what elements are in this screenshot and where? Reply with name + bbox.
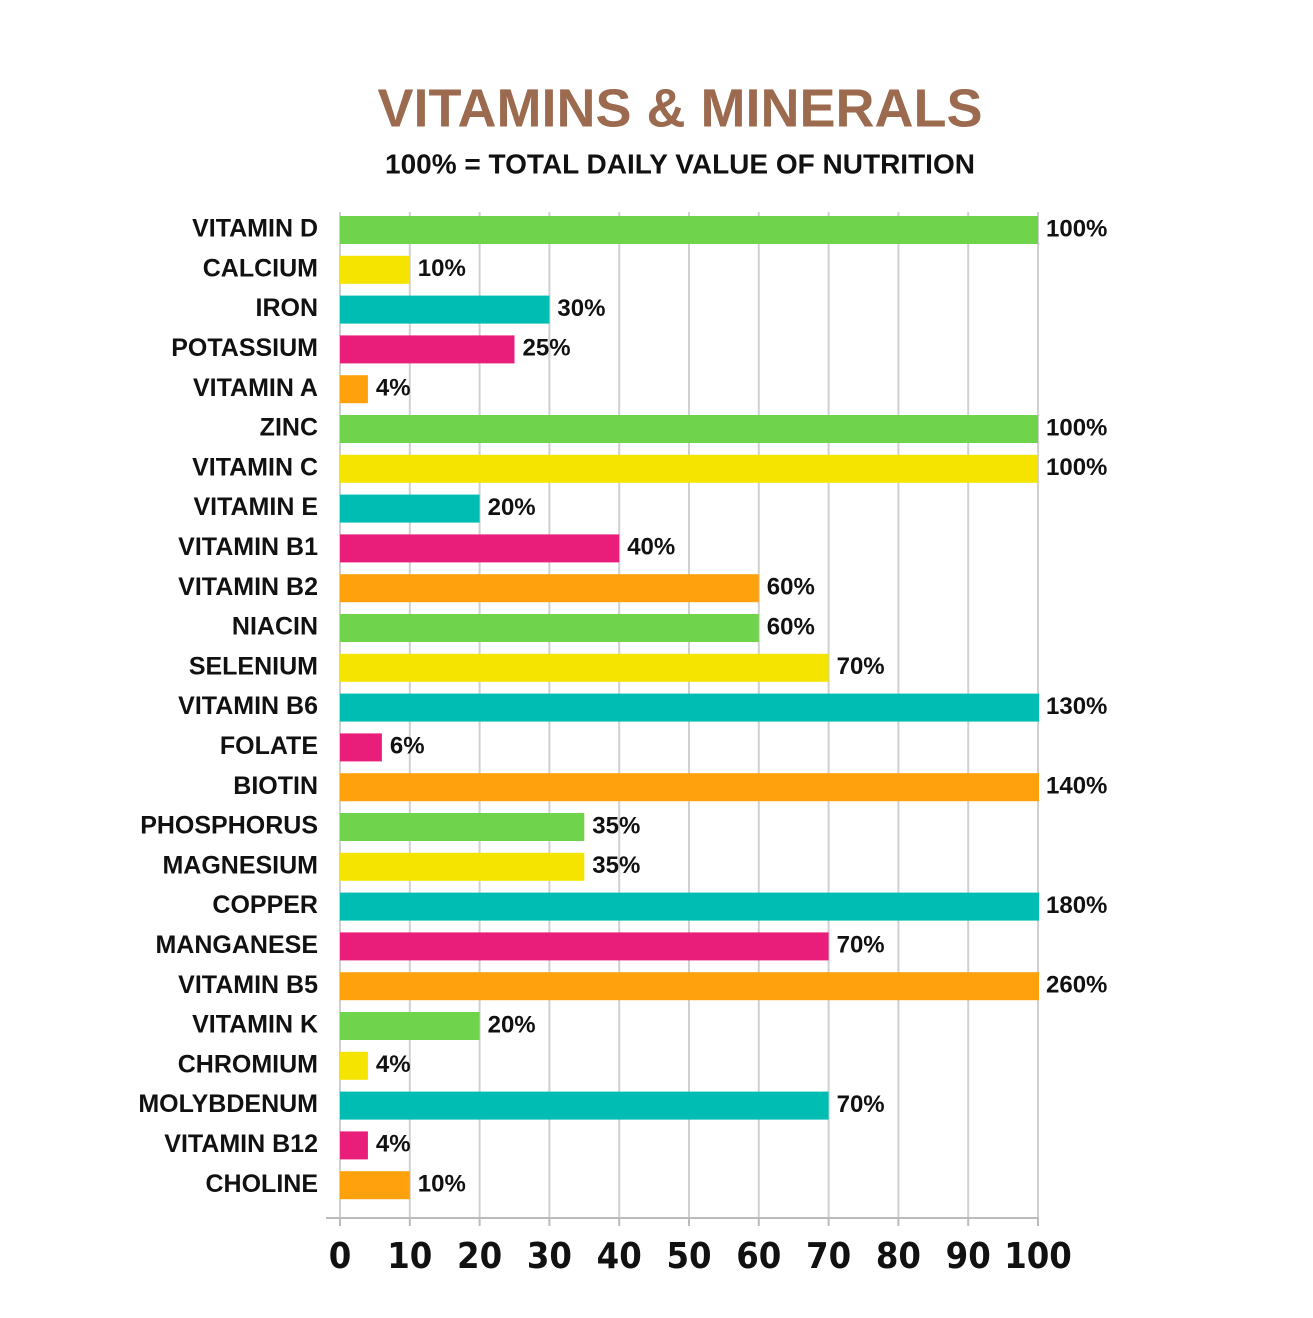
value-label: 60% — [767, 574, 815, 601]
value-label: 4% — [376, 375, 411, 402]
value-label: 4% — [376, 1051, 411, 1078]
bar — [340, 1012, 480, 1040]
y-tick-label: VITAMIN B5 — [178, 971, 318, 999]
value-label: 70% — [837, 1091, 885, 1118]
value-label: 4% — [376, 1131, 411, 1158]
bar — [340, 1131, 368, 1160]
bar — [340, 972, 1039, 1001]
bar — [340, 892, 1039, 921]
y-tick-label: VITAMIN B2 — [178, 573, 318, 601]
labels: 0 10 20 30 40 50 60 70 80 90 100 VITAMIN D 100% CALCI… — [138, 215, 1107, 1277]
value-label: 6% — [390, 733, 425, 760]
value-label: 100% — [1046, 414, 1107, 441]
x-tick-label: 0 — [329, 1236, 352, 1277]
y-tick-label: BIOTIN — [233, 772, 318, 800]
value-label: 30% — [557, 295, 605, 322]
x-tick-label: 10 — [387, 1236, 432, 1277]
bar — [340, 614, 759, 642]
bar — [340, 773, 1039, 802]
x-tick-label: 100 — [1004, 1236, 1072, 1277]
y-tick-label: VITAMIN D — [192, 215, 318, 243]
y-tick-label: FOLATE — [220, 732, 318, 760]
x-tick-label: 30 — [527, 1236, 572, 1277]
value-label: 70% — [837, 932, 885, 959]
value-label: 35% — [592, 852, 640, 879]
bar — [340, 534, 620, 563]
value-label: 20% — [488, 1011, 536, 1038]
y-tick-label: VITAMIN B12 — [164, 1130, 318, 1158]
x-tick-label: 50 — [666, 1236, 711, 1277]
bar — [340, 733, 382, 762]
y-tick-label: VITAMIN K — [192, 1011, 318, 1039]
x-tick-label: 60 — [736, 1236, 781, 1277]
y-tick-label: CHROMIUM — [178, 1050, 318, 1078]
y-tick-label: COPPER — [212, 891, 318, 919]
y-tick-label: VITAMIN B1 — [178, 533, 318, 561]
y-tick-label: VITAMIN A — [193, 374, 318, 402]
y-tick-label: SELENIUM — [189, 652, 318, 680]
y-tick-label: VITAMIN C — [192, 453, 318, 481]
x-tick-label: 90 — [946, 1236, 991, 1277]
chart-title: VITAMINS & MINERALS — [378, 78, 983, 138]
bar — [340, 693, 1039, 722]
bar — [340, 1051, 368, 1080]
bar — [340, 932, 829, 961]
value-label: 25% — [523, 335, 571, 362]
x-tick-label: 80 — [876, 1236, 921, 1277]
value-label: 10% — [418, 1171, 466, 1198]
y-tick-label: IRON — [256, 294, 319, 322]
chart-subtitle: 100% = TOTAL DAILY VALUE OF NUTRITION — [385, 148, 975, 179]
y-tick-label: MOLYBDENUM — [138, 1090, 318, 1118]
bar — [340, 295, 550, 324]
value-label: 40% — [627, 534, 675, 561]
bar — [340, 852, 585, 881]
y-tick-label: ZINC — [260, 414, 318, 442]
value-label: 130% — [1046, 693, 1107, 720]
bar — [340, 813, 585, 841]
value-label: 70% — [837, 653, 885, 680]
y-tick-label: MANGANESE — [155, 931, 318, 959]
y-tick-label: PHOSPHORUS — [140, 812, 318, 840]
value-label: 35% — [592, 812, 640, 839]
value-label: 20% — [488, 494, 536, 521]
bar — [340, 653, 829, 682]
value-label: 100% — [1046, 215, 1107, 242]
value-label: 260% — [1046, 972, 1107, 999]
bars — [340, 216, 1039, 1200]
y-tick-label: CHOLINE — [206, 1170, 319, 1198]
x-tick-label: 70 — [806, 1236, 851, 1277]
bar — [340, 375, 368, 404]
value-label: 10% — [418, 255, 466, 282]
bar — [340, 454, 1038, 483]
value-label: 140% — [1046, 773, 1107, 800]
y-tick-label: NIACIN — [232, 613, 318, 641]
bar — [340, 1091, 829, 1120]
value-label: 100% — [1046, 454, 1107, 481]
bar — [340, 216, 1038, 244]
bar — [340, 335, 515, 364]
value-label: 60% — [767, 613, 815, 640]
y-tick-label: VITAMIN E — [193, 493, 318, 521]
y-tick-label: POTASSIUM — [171, 334, 318, 362]
y-tick-label: VITAMIN B6 — [178, 692, 318, 720]
bar — [340, 415, 1038, 443]
bar — [340, 574, 759, 603]
bar — [340, 255, 410, 284]
x-tick-label: 20 — [457, 1236, 502, 1277]
value-label: 180% — [1046, 892, 1107, 919]
x-tick-label: 40 — [597, 1236, 642, 1277]
y-tick-label: MAGNESIUM — [162, 851, 318, 879]
bar — [340, 1171, 410, 1200]
y-tick-label: CALCIUM — [203, 254, 318, 282]
bar — [340, 494, 480, 523]
